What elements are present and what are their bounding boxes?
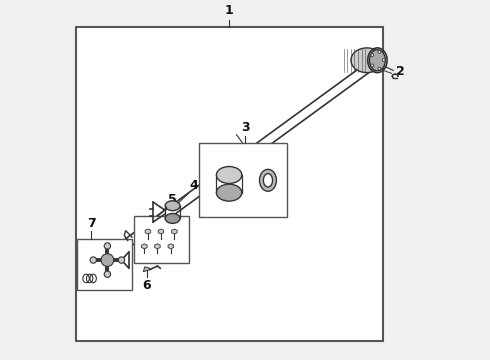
Bar <box>134 216 189 263</box>
Text: 4: 4 <box>190 179 198 192</box>
Bar <box>75 27 383 341</box>
Ellipse shape <box>351 48 383 73</box>
Ellipse shape <box>165 213 180 223</box>
Circle shape <box>104 243 111 249</box>
Text: 2: 2 <box>396 66 405 78</box>
Polygon shape <box>145 229 150 234</box>
Ellipse shape <box>165 201 180 211</box>
Circle shape <box>101 254 114 266</box>
Circle shape <box>371 64 374 67</box>
Polygon shape <box>158 229 164 234</box>
Circle shape <box>118 257 124 263</box>
Text: 3: 3 <box>241 121 249 134</box>
Text: 5: 5 <box>168 193 176 206</box>
Circle shape <box>378 50 381 53</box>
Ellipse shape <box>217 184 242 201</box>
Circle shape <box>90 257 97 263</box>
Ellipse shape <box>217 167 242 184</box>
Polygon shape <box>142 244 147 249</box>
Polygon shape <box>155 244 160 249</box>
Text: 1: 1 <box>225 4 234 17</box>
Polygon shape <box>143 267 149 272</box>
Ellipse shape <box>260 169 276 191</box>
Ellipse shape <box>369 50 385 71</box>
Polygon shape <box>172 229 177 234</box>
Bar <box>199 143 287 217</box>
Circle shape <box>104 271 111 277</box>
Ellipse shape <box>263 174 272 187</box>
Text: 6: 6 <box>143 279 151 292</box>
Circle shape <box>371 54 374 57</box>
Polygon shape <box>168 244 173 249</box>
Text: 7: 7 <box>87 217 96 230</box>
Bar <box>77 239 132 290</box>
Circle shape <box>382 59 385 62</box>
Circle shape <box>378 67 381 70</box>
